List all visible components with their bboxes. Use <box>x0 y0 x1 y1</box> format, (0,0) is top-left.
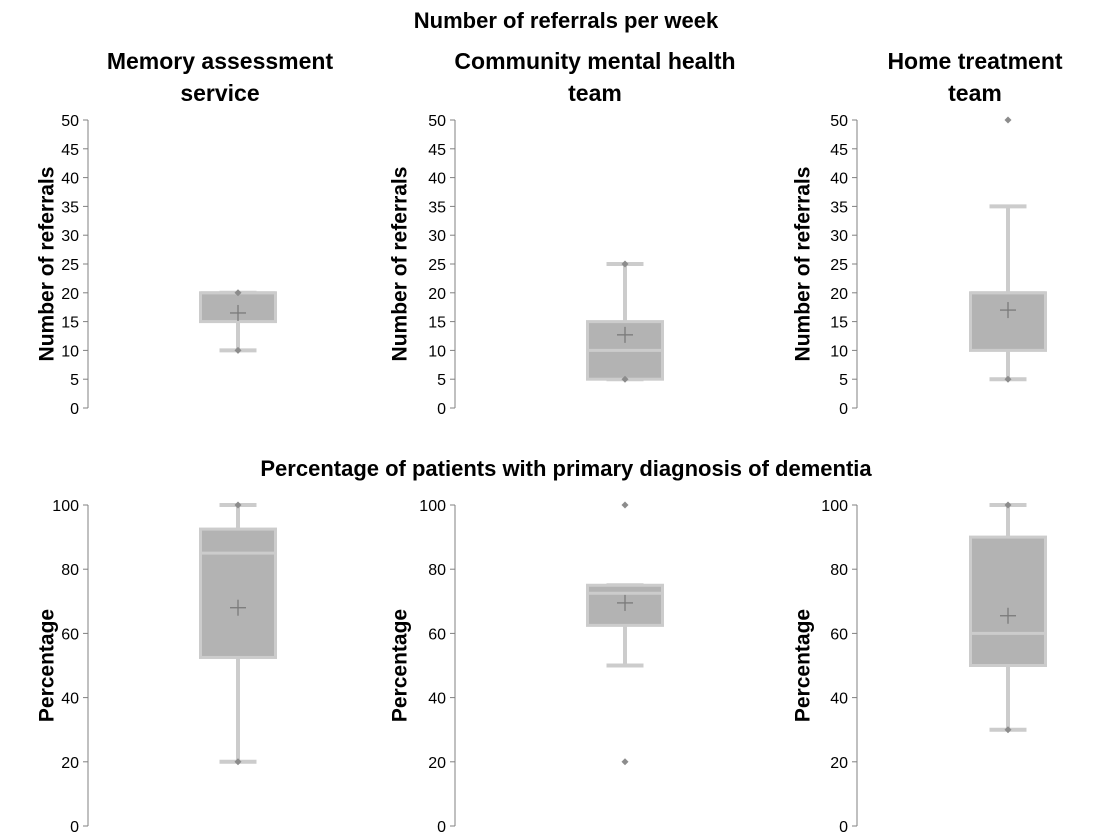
y-tick-label: 30 <box>61 228 79 245</box>
y-tick-label: 50 <box>428 113 446 130</box>
outlier-point <box>234 758 242 766</box>
y-tick-label: 50 <box>830 113 848 130</box>
y-tick-label: 40 <box>61 691 79 708</box>
y-tick-label: 0 <box>437 401 446 418</box>
y-tick-label: 80 <box>830 562 848 579</box>
y-tick-label: 20 <box>830 286 848 303</box>
panel-2: 0 5 10 15 20 25 30 35 40 45 50 Number of referrals <box>792 113 1047 418</box>
y-tick-label: 40 <box>830 171 848 188</box>
y-tick-label: 10 <box>428 343 446 360</box>
y-tick-label: 5 <box>839 372 848 389</box>
outlier-point <box>234 289 242 297</box>
panel-4: 0 20 40 60 80 100 Percentage <box>389 498 664 835</box>
row-title-referrals: Number of referrals per week <box>414 8 719 33</box>
y-tick-label: 50 <box>61 113 79 130</box>
y-tick-label: 20 <box>61 286 79 303</box>
y-tick-label: 15 <box>830 315 848 332</box>
column-title-memory-line1: Memory assessment <box>107 48 334 74</box>
panel-5: 0 20 40 60 80 100 Percentage <box>792 498 1047 835</box>
column-title-home-line1: Home treatment <box>887 48 1062 74</box>
y-tick-label: 30 <box>428 228 446 245</box>
box-iqr <box>969 535 1047 667</box>
y-tick-label: 20 <box>61 755 79 772</box>
outlier-point <box>234 501 242 509</box>
outlier-point <box>1004 116 1012 124</box>
y-axis-label: Percentage <box>792 609 815 722</box>
y-tick-label: 35 <box>428 199 446 216</box>
y-tick-label: 45 <box>61 142 79 159</box>
y-tick-label: 40 <box>428 691 446 708</box>
y-tick-label: 25 <box>61 257 79 274</box>
y-tick-label: 45 <box>428 142 446 159</box>
y-tick-label: 30 <box>830 228 848 245</box>
y-tick-label: 0 <box>437 819 446 835</box>
y-axis-label: Number of referrals <box>792 167 815 362</box>
y-tick-label: 100 <box>821 498 848 515</box>
y-tick-label: 35 <box>830 199 848 216</box>
outlier-point <box>1004 375 1012 383</box>
y-tick-label: 25 <box>428 257 446 274</box>
outlier-point <box>621 260 629 268</box>
y-tick-label: 10 <box>61 343 79 360</box>
column-title-cmht-line2: team <box>568 80 622 106</box>
column-title-home-line2: team <box>948 80 1002 106</box>
y-tick-label: 80 <box>428 562 446 579</box>
y-tick-label: 60 <box>830 626 848 643</box>
y-tick-label: 60 <box>61 626 79 643</box>
y-tick-label: 0 <box>839 819 848 835</box>
box-iqr <box>969 291 1047 352</box>
y-tick-label: 20 <box>830 755 848 772</box>
y-tick-label: 0 <box>839 401 848 418</box>
y-axis-label: Number of referrals <box>389 167 412 362</box>
y-tick-label: 0 <box>70 401 79 418</box>
y-tick-label: 10 <box>830 343 848 360</box>
y-tick-label: 5 <box>70 372 79 389</box>
outlier-point <box>1004 726 1012 734</box>
outlier-point <box>234 346 242 354</box>
y-tick-label: 45 <box>830 142 848 159</box>
outlier-point <box>1004 501 1012 509</box>
y-tick-label: 15 <box>61 315 79 332</box>
outlier-point <box>621 375 629 383</box>
column-title-cmht-line1: Community mental health <box>454 48 735 74</box>
y-tick-label: 80 <box>61 562 79 579</box>
y-tick-label: 20 <box>428 286 446 303</box>
y-tick-label: 60 <box>428 626 446 643</box>
panel-1: 0 5 10 15 20 25 30 35 40 45 50 Number of referrals <box>389 113 664 418</box>
outlier-point <box>621 501 629 509</box>
y-tick-label: 40 <box>61 171 79 188</box>
y-tick-label: 25 <box>830 257 848 274</box>
box-iqr <box>199 527 277 659</box>
y-tick-label: 20 <box>428 755 446 772</box>
y-tick-label: 35 <box>61 199 79 216</box>
y-tick-label: 100 <box>419 498 446 515</box>
y-tick-label: 40 <box>830 691 848 708</box>
outlier-point <box>621 758 629 766</box>
y-axis-label: Percentage <box>36 609 59 722</box>
y-tick-label: 100 <box>52 498 79 515</box>
y-tick-label: 5 <box>437 372 446 389</box>
row-title-dementia: Percentage of patients with primary diag… <box>260 456 872 481</box>
panel-0: 0 5 10 15 20 25 30 35 40 45 50 Number of referrals <box>36 113 277 418</box>
y-axis-label: Number of referrals <box>36 167 59 362</box>
panel-3: 0 20 40 60 80 100 Percentage <box>36 498 277 835</box>
y-tick-label: 0 <box>70 819 79 835</box>
y-tick-label: 40 <box>428 171 446 188</box>
y-axis-label: Percentage <box>389 609 412 722</box>
column-title-memory-line2: service <box>180 80 259 106</box>
y-tick-label: 15 <box>428 315 446 332</box>
